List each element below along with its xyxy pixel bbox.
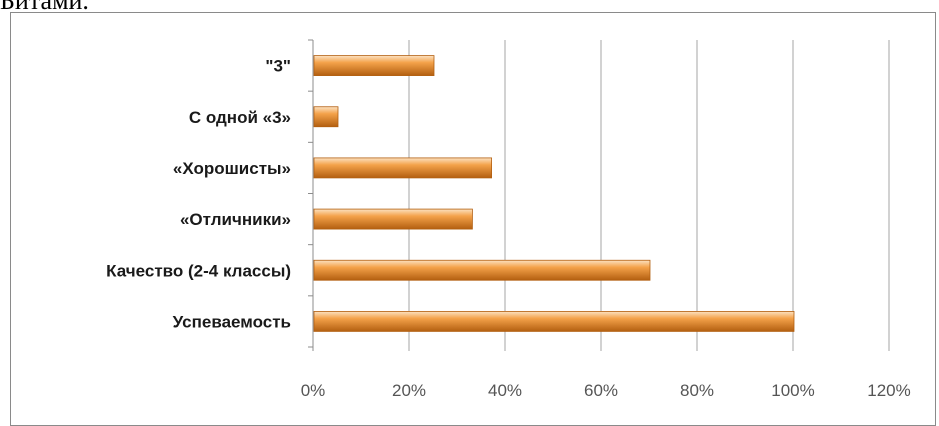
bar (313, 106, 339, 128)
category-label: «Отличники» (180, 210, 291, 229)
category-label: Успеваемость (173, 312, 291, 331)
x-tick-label: 120% (867, 381, 910, 400)
category-label: «Хорошисты» (173, 159, 291, 178)
category-label: Качество (2-4 классы) (106, 261, 291, 280)
category-labels: "3" С одной «3» «Хорошисты» «Отличники» Каче… (106, 57, 291, 332)
category-label: С одной «3» (189, 108, 291, 127)
x-tick-label: 20% (392, 381, 426, 400)
bars (313, 55, 795, 332)
x-tick-label: 80% (680, 381, 714, 400)
page-text-fragment: Битами. (0, 0, 89, 15)
chart-frame (10, 12, 936, 426)
x-tick-label: 100% (771, 381, 814, 400)
bar (313, 208, 473, 230)
category-axis (308, 39, 314, 351)
gridlines (408, 40, 890, 351)
bar (313, 311, 795, 332)
bar (313, 157, 493, 179)
x-tick-label: 0% (301, 381, 326, 400)
x-tick-label: 60% (584, 381, 618, 400)
bar (313, 259, 651, 281)
bar (313, 55, 435, 76)
category-label: "3" (265, 57, 291, 76)
x-tick-labels: 0% 20% 40% 60% 80% 100% 120% (301, 381, 911, 400)
x-tick-label: 40% (488, 381, 522, 400)
